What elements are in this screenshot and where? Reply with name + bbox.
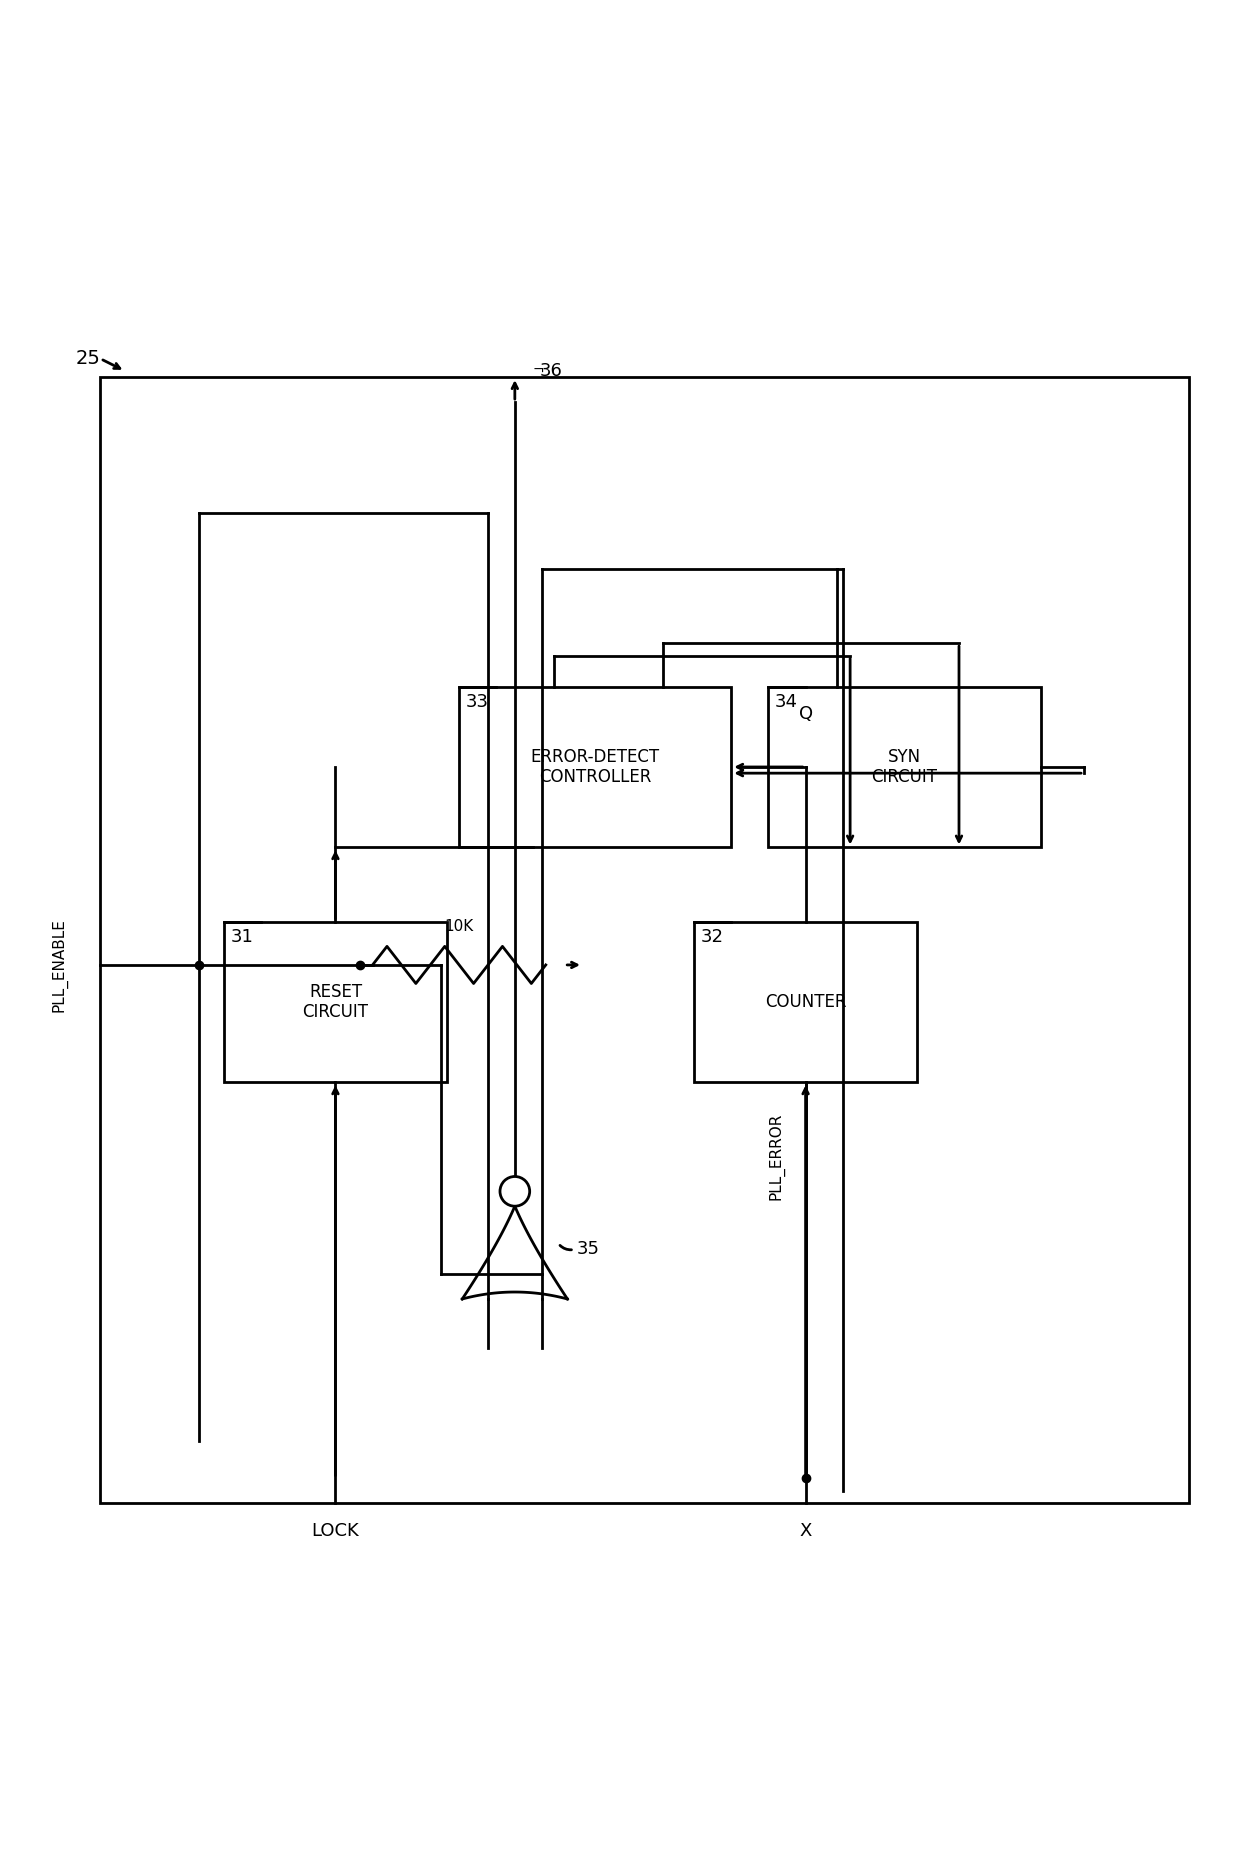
FancyBboxPatch shape [769,687,1040,848]
Text: Q: Q [800,704,813,723]
Text: RESET
CIRCUIT: RESET CIRCUIT [303,983,368,1022]
Circle shape [500,1177,529,1207]
FancyBboxPatch shape [459,687,732,848]
Text: PLL_ERROR: PLL_ERROR [769,1113,785,1201]
Text: 36: 36 [539,362,563,379]
FancyBboxPatch shape [694,921,916,1082]
Text: 10K: 10K [444,919,474,934]
Text: 25: 25 [76,349,100,368]
Text: $\mathsf{\mathit{\neg}}$: $\mathsf{\mathit{\neg}}$ [532,362,544,375]
Text: PLL_ENABLE: PLL_ENABLE [51,917,67,1012]
Text: X: X [800,1522,812,1539]
Text: 35: 35 [577,1240,600,1259]
Text: COUNTER: COUNTER [765,994,847,1011]
FancyBboxPatch shape [100,377,1189,1504]
FancyBboxPatch shape [224,921,446,1082]
Text: 33: 33 [465,693,489,710]
Text: 34: 34 [775,693,797,710]
Text: SYN
CIRCUIT: SYN CIRCUIT [872,747,937,786]
Text: 32: 32 [701,928,723,945]
Text: ERROR-DETECT
CONTROLLER: ERROR-DETECT CONTROLLER [531,747,660,786]
Text: 31: 31 [231,928,253,945]
Text: LOCK: LOCK [311,1522,360,1539]
